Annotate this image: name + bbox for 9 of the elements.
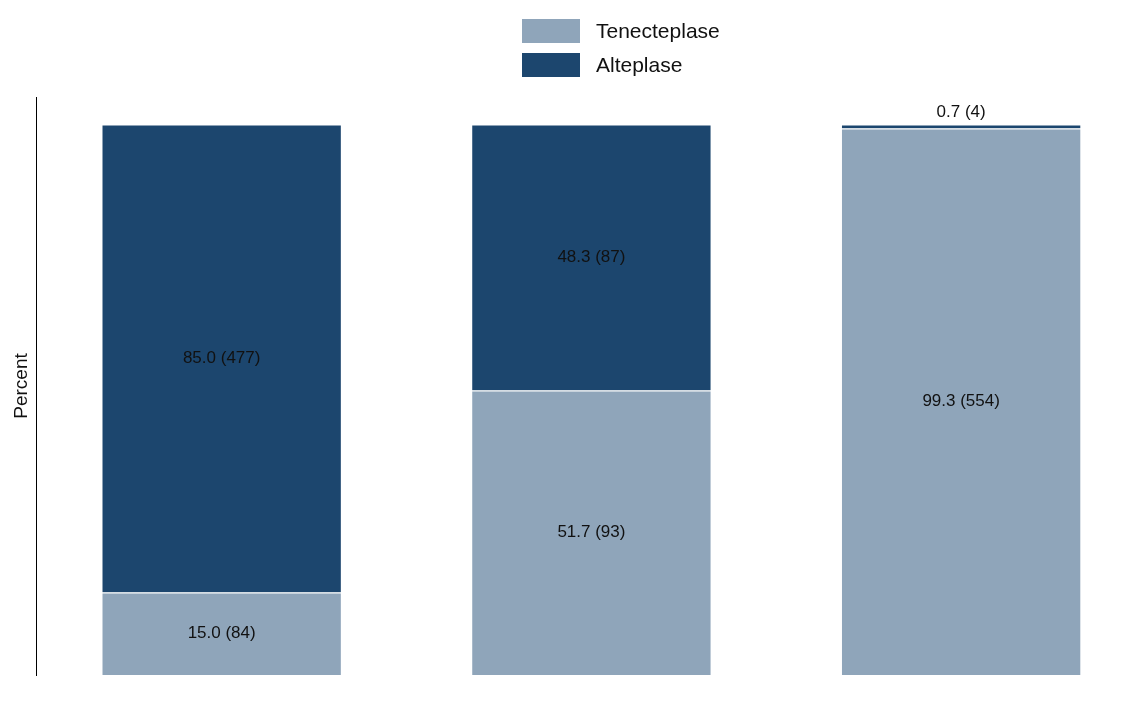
data-label: 85.0 (477) (182, 348, 261, 368)
y-axis-title: Percent (9, 352, 31, 419)
legend-label: Tenecteplase (596, 19, 720, 43)
data-label: 0.7 (4) (936, 102, 986, 122)
data-label: 48.3 (87) (557, 247, 626, 267)
data-label: 99.3 (554) (922, 391, 1000, 411)
data-label: 51.7 (93) (557, 522, 626, 542)
data-label: 15.0 (84) (187, 623, 256, 643)
legend-label: Alteplase (596, 53, 683, 77)
